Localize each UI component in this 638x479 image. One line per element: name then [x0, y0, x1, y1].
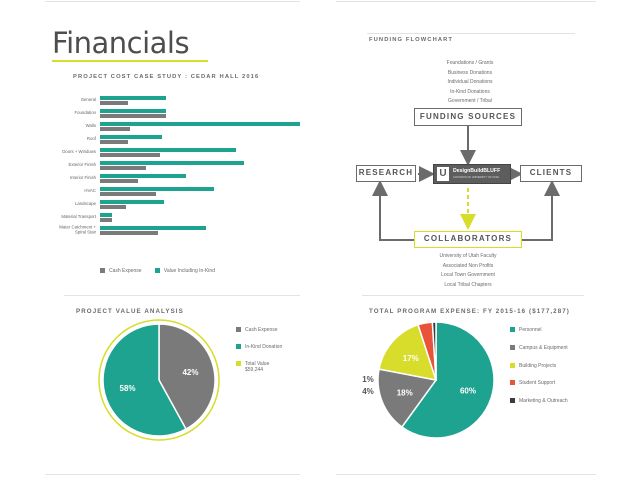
bar-value-inkind: [100, 122, 300, 126]
bar-category-label: Walls: [86, 123, 96, 128]
bar-value-inkind: [100, 187, 214, 191]
expense-legend-item: Personnel: [510, 327, 568, 333]
center-subtitle: A DIVISION OF UNIVERSITY OF UTAH: [453, 176, 500, 179]
pie-slice: [431, 321, 437, 381]
sources-list-item: Foundations / Grants: [446, 60, 494, 66]
pie-slice-label: 4%: [362, 387, 374, 396]
bar-category-label: General: [81, 97, 96, 102]
collaborators-list-item: Associated Non Profits: [442, 262, 494, 269]
sources-list-item: Government / Tribal: [448, 98, 492, 104]
left-divider: [64, 295, 300, 296]
bar-cash-expense: [100, 140, 128, 144]
cost-legend: Cash Expense Value Including In-Kind: [100, 268, 215, 274]
bar-cash-expense: [100, 179, 138, 183]
right-divider: [362, 295, 584, 296]
total-value-ring: [98, 319, 220, 441]
collaborators-list-item: Local Tribal Chapters: [444, 281, 492, 288]
top-rule-right: [336, 1, 596, 2]
bar-category-label: Water Catchment + Spiral Stair: [59, 225, 97, 235]
flowchart-arrows: [372, 126, 560, 241]
pie-slice-label: 42%: [182, 368, 198, 377]
expense-legend-item: Campus & Equipment: [510, 344, 568, 351]
bar-cash-expense: [100, 192, 156, 196]
collaborators-box: COLLABORATORS: [414, 231, 522, 248]
expense-legend-item: Student Support: [510, 380, 568, 386]
bar-value-inkind: [100, 213, 112, 217]
bar-cash-expense: [100, 127, 130, 131]
expense-legend-item: Marketing & Outreach: [510, 398, 568, 404]
expense-heading: TOTAL PROGRAM EXPENSE: FY 2015-16 ($177,…: [369, 308, 570, 315]
value-legend: Cash Expense In-Kind Donation Total Valu…: [236, 327, 282, 373]
sources-list-item: Business Donations: [447, 69, 493, 76]
pie-slice-label: 58%: [120, 384, 136, 393]
expense-pie-chart: 60% 18% 17% 4% 1%: [362, 321, 495, 439]
pie-slice-label: 60%: [460, 386, 476, 395]
bar-cash-expense: [100, 166, 146, 170]
bar-value-inkind: [100, 161, 244, 165]
page-title: Financials: [52, 26, 190, 60]
title-underline: [52, 60, 208, 62]
cost-chart-heading: PROJECT COST CASE STUDY : CEDAR HALL 201…: [73, 74, 260, 80]
bar-category-label: Interior Finish: [70, 175, 97, 180]
cost-legend-item-cash: Cash Expense: [100, 268, 142, 274]
value-pie-chart: 42% 58%: [98, 319, 220, 441]
value-legend-item-cash: Cash Expense: [236, 327, 282, 333]
pie-slice-label: 1%: [362, 375, 374, 384]
value-legend-item-inkind: In-Kind Donation: [236, 343, 282, 350]
pie-slice: [102, 323, 187, 437]
bottom-rule-left: [45, 474, 300, 475]
pie-slice-label: 17%: [403, 354, 419, 363]
bar-value-inkind: [100, 148, 236, 152]
pie-slice: [378, 323, 438, 381]
bar-cash-expense: [100, 218, 112, 222]
value-legend-item-total: Total Value: [236, 360, 282, 367]
bar-cash-expense: [100, 205, 126, 209]
cost-legend-item-inkind: Value Including In-Kind: [154, 268, 215, 274]
bar-cash-expense: [100, 114, 166, 118]
bar-value-inkind: [100, 226, 206, 230]
pie-slice: [377, 368, 438, 428]
bar-category-label: Doors + Windows: [62, 149, 96, 154]
bar-category-label: Exterior Finish: [69, 162, 97, 167]
value-total-amount: $59,244: [245, 367, 264, 374]
bar-category-label: Landscape: [75, 201, 97, 206]
pie-slice-label: 18%: [397, 388, 413, 397]
design-build-bluff-badge: U DesignBuildBLUFF A DIVISION OF UNIVERS…: [433, 164, 511, 184]
value-chart-heading: PROJECT VALUE ANALYSIS: [76, 308, 184, 315]
bar-category-label: Foundation: [74, 110, 96, 115]
bar-category-label: HVAC: [84, 188, 96, 193]
expense-legend-item: Building Projects: [510, 362, 568, 369]
clients-box: CLIENTS: [520, 165, 582, 182]
pie-slice: [158, 323, 216, 431]
flowchart-heading: FUNDING FLOWCHART: [369, 37, 454, 43]
bar-cash-expense: [100, 101, 128, 105]
collaborators-list: University of Utah Faculty Associated No…: [410, 252, 526, 290]
bar-category-label: Material Transport: [61, 214, 96, 219]
pie-slice: [400, 321, 495, 439]
top-rule-left: [45, 1, 300, 2]
bar-value-inkind: [100, 109, 166, 113]
bar-cash-expense: [100, 153, 160, 157]
right-top-rule: [367, 33, 575, 34]
center-name: DesignBuildBLUFF: [453, 168, 501, 174]
collaborators-list-item: University of Utah Faculty: [439, 253, 497, 259]
cost-bar-chart: General Foundation Walls Roof Doors + Window…: [59, 96, 300, 235]
bar-cash-expense: [100, 231, 158, 235]
university-logo: U: [437, 167, 449, 181]
bar-value-inkind: [100, 200, 164, 204]
sources-list-item: In-Kind Donations: [450, 88, 490, 95]
expense-legend: Personnel Campus & Equipment Building Pr…: [510, 327, 568, 404]
bottom-rule-right: [336, 474, 596, 475]
bar-category-label: Roof: [87, 136, 97, 141]
sources-list: Foundations / Grants Business Donations …: [420, 59, 520, 107]
collaborators-list-item: Local Town Government: [441, 272, 495, 278]
funding-sources-box: FUNDING SOURCES: [414, 108, 522, 126]
bar-value-inkind: [100, 135, 162, 139]
bar-value-inkind: [100, 96, 166, 100]
research-box: RESEARCH: [356, 165, 416, 182]
sources-list-item: Individual Donations: [447, 79, 493, 85]
bar-value-inkind: [100, 174, 186, 178]
